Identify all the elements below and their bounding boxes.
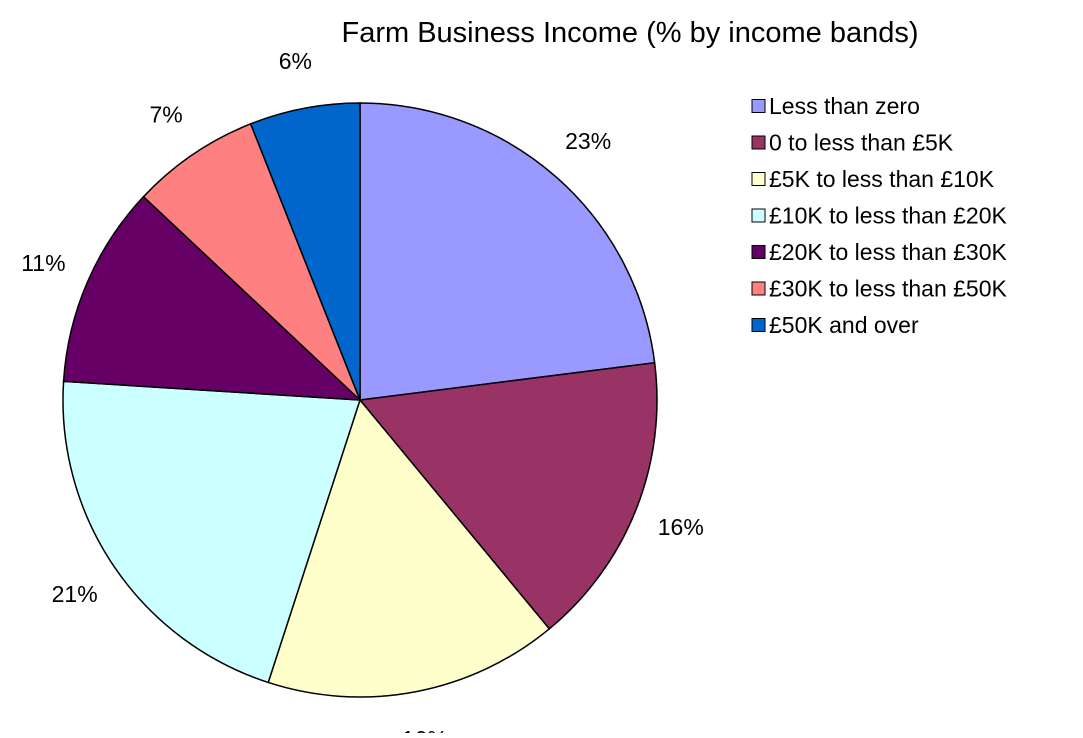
legend-label-50k-and-over: £50K and over [769,312,919,338]
legend-label-20k-to-less-than-30k: £20K to less than £30K [769,239,1007,265]
legend-swatch-less-than-zero [751,99,766,113]
legend-swatch-0-to-less-than-5k [751,135,766,150]
pie-slice-50k-and-over [249,102,361,401]
data-label-5k-to-less-than-10k: 16% [402,726,448,733]
legend-label-30k-to-less-than-50k: £30K to less than £50K [769,276,1007,302]
pie-slice-less-than-zero [359,102,656,401]
data-label-20k-to-less-than-30k: 11% [21,250,65,276]
chart-title: Farm Business Income (% by income bands) [342,17,919,49]
legend-label-less-than-zero: Less than zero [769,93,920,119]
legend-label-10k-to-less-than-20k: £10K to less than £20K [769,203,1007,229]
pie-slices [62,102,658,698]
legend-swatch-5k-to-less-than-10k [751,172,766,186]
pie-slice-20k-to-less-than-30k [62,195,363,401]
pie-slice-10k-to-less-than-20k [62,380,362,684]
pie-slice-30k-to-less-than-50k [142,122,361,401]
legend-swatch-30k-to-less-than-50k [751,281,766,296]
data-label-10k-to-less-than-20k: 21% [52,581,98,607]
pie-slice-0-to-less-than-5k [358,361,658,630]
percentage-labels: 23% 16% 16% 21% 11% 7% 6% [21,48,704,738]
pie-slice-5k-to-less-than-10k [267,398,551,698]
legend: Less than zero 0 to less than £5K £5K to l… [751,93,1007,338]
legend-label-0-to-less-than-5k: 0 to less than £5K [769,130,954,156]
legend-swatch-20k-to-less-than-30k [751,245,766,259]
data-label-0-to-less-than-5k: 16% [658,514,704,540]
legend-swatch-50k-and-over [751,318,766,332]
legend-label-5k-to-less-than-10k: £5K to less than £10K [769,166,995,192]
data-label-less-than-zero: 23% [565,128,611,154]
data-label-30k-to-less-than-50k: 7% [149,102,182,128]
data-label-50k-and-over: 6% [279,48,312,74]
legend-swatch-10k-to-less-than-20k [751,208,766,223]
